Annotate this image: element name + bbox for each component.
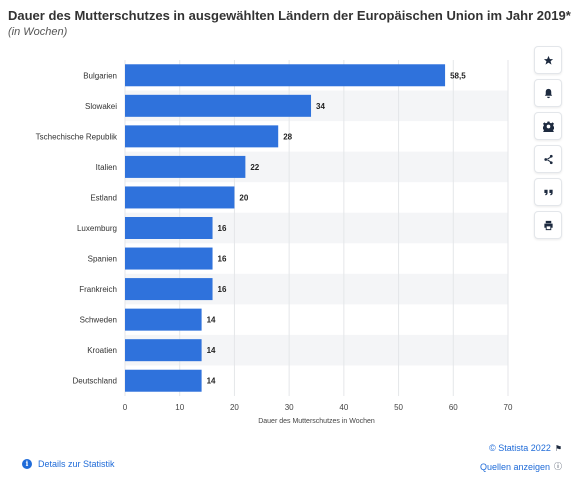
- chart-area: Bulgarien 58,5 Slowakei 34 Tschechische Repu…: [0, 45, 525, 435]
- x-tick-label: 10: [175, 403, 184, 412]
- share-icon: [543, 154, 553, 164]
- flag-icon: ⚑: [554, 443, 562, 453]
- category-label: Bulgarien: [83, 71, 117, 80]
- category-label: Tschechische Republik: [36, 132, 118, 141]
- x-tick-label: 30: [285, 403, 294, 412]
- bar: [125, 155, 246, 178]
- bar: [125, 308, 202, 331]
- value-label: 14: [207, 346, 216, 355]
- bar: [125, 94, 312, 117]
- info-circle-icon: ⓘ: [554, 462, 562, 471]
- x-tick-label: 50: [394, 403, 403, 412]
- bar: [125, 186, 235, 209]
- value-label: 16: [218, 255, 227, 264]
- chart-subtitle: (in Wochen): [8, 26, 68, 38]
- bar: [125, 217, 213, 239]
- toolbar: [534, 46, 562, 244]
- chart-title: Dauer des Mutterschutzes in ausgewählten…: [8, 8, 571, 23]
- category-label: Luxemburg: [77, 224, 117, 233]
- value-label: 58,5: [450, 71, 466, 80]
- bar: [125, 247, 213, 270]
- bar-chart: Bulgarien 58,5 Slowakei 34 Tschechische Repu…: [36, 60, 513, 425]
- gear-icon: [542, 120, 554, 132]
- sources-link[interactable]: Quellen anzeigen ⓘ: [480, 461, 562, 472]
- bar: [125, 64, 446, 87]
- category-label: Deutschland: [73, 377, 117, 386]
- settings-button[interactable]: [534, 112, 562, 140]
- x-axis-label: Dauer des Mutterschutzes in Wochen: [258, 418, 375, 425]
- category-label: Estland: [90, 193, 117, 202]
- quote-icon: [543, 189, 553, 195]
- cite-button[interactable]: [534, 178, 562, 206]
- value-label: 34: [316, 102, 325, 111]
- category-label: Frankreich: [79, 285, 117, 294]
- x-tick-label: 0: [123, 403, 128, 412]
- x-tick-label: 60: [449, 403, 458, 412]
- value-label: 16: [218, 285, 227, 294]
- bar: [125, 125, 279, 148]
- sources-label: Quellen anzeigen: [479, 461, 550, 472]
- category-label: Spanien: [88, 255, 117, 264]
- value-label: 14: [207, 316, 216, 325]
- bell-icon: [544, 88, 552, 98]
- copyright-link[interactable]: © Statista 2022 ⚑: [489, 443, 562, 453]
- details-label: Details zur Statistik: [38, 459, 115, 469]
- x-tick-label: 70: [504, 403, 513, 412]
- copyright-label: © Statista 2022: [489, 443, 551, 453]
- favorite-button[interactable]: [534, 46, 562, 74]
- value-label: 14: [207, 377, 216, 386]
- info-icon: i: [22, 459, 32, 469]
- value-label: 28: [283, 132, 292, 141]
- x-tick-label: 40: [339, 403, 348, 412]
- x-tick-label: 20: [230, 403, 239, 412]
- category-label: Kroatien: [87, 346, 117, 355]
- print-icon: [543, 220, 553, 230]
- details-link[interactable]: i Details zur Statistik: [22, 459, 115, 469]
- category-label: Slowakei: [85, 102, 117, 111]
- print-button[interactable]: [534, 211, 562, 239]
- value-label: 20: [239, 193, 248, 202]
- star-icon: [543, 55, 553, 65]
- notification-button[interactable]: [534, 79, 562, 107]
- bar: [125, 278, 213, 301]
- category-label: Italien: [96, 163, 117, 172]
- value-label: 22: [250, 163, 259, 172]
- category-label: Schweden: [80, 316, 117, 325]
- bar: [125, 369, 202, 392]
- value-label: 16: [218, 224, 227, 233]
- share-button[interactable]: [534, 145, 562, 173]
- bar: [125, 339, 202, 362]
